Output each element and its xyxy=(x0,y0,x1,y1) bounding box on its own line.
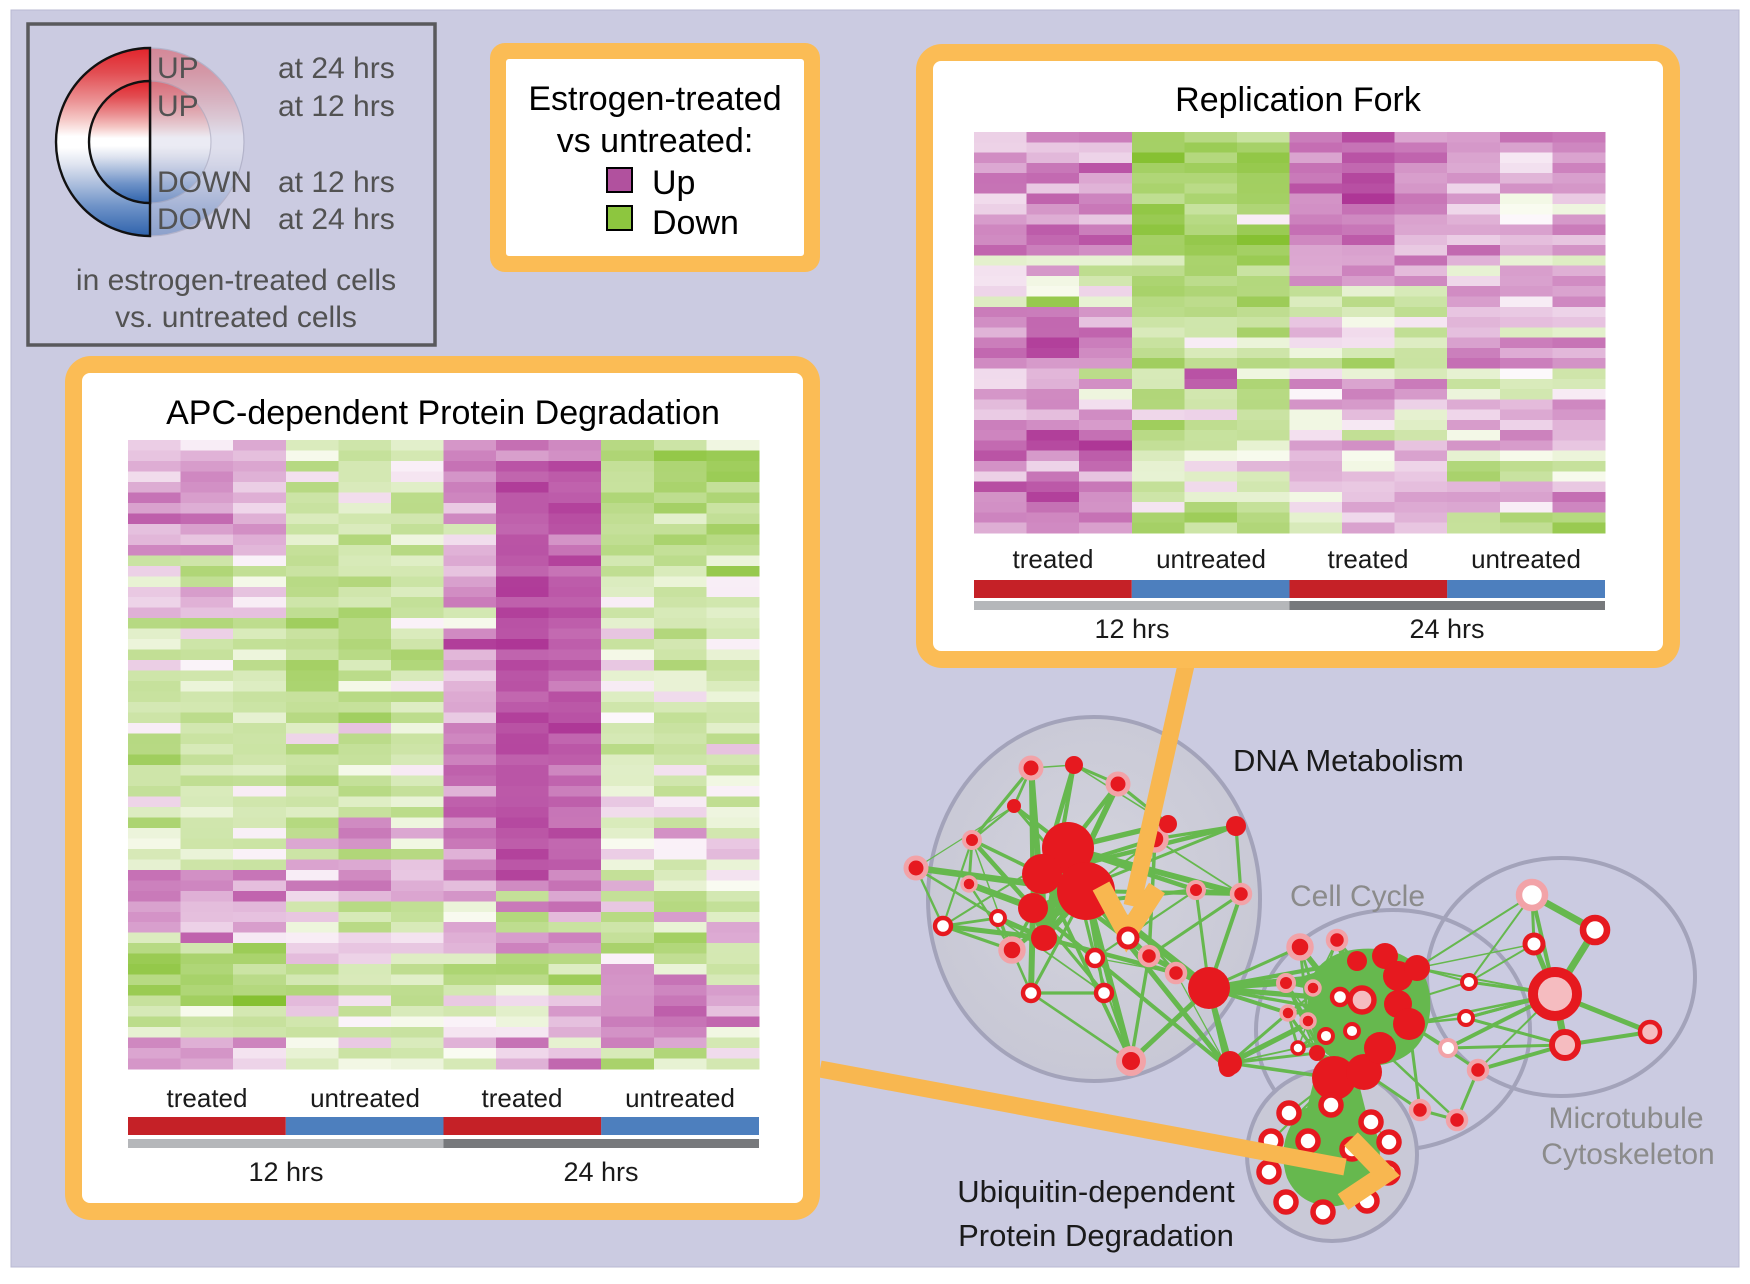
svg-text:Estrogen-treated: Estrogen-treated xyxy=(528,80,781,118)
svg-text:treated: treated xyxy=(1328,544,1409,574)
svg-text:Down: Down xyxy=(652,204,739,242)
svg-text:untreated: untreated xyxy=(625,1083,735,1113)
svg-text:Ubiquitin-dependent: Ubiquitin-dependent xyxy=(957,1174,1235,1209)
svg-text:Replication Fork: Replication Fork xyxy=(1175,81,1422,119)
svg-text:DOWN: DOWN xyxy=(157,203,252,236)
svg-text:treated: treated xyxy=(1013,544,1094,574)
svg-text:vs untreated:: vs untreated: xyxy=(557,122,754,160)
svg-text:12 hrs: 12 hrs xyxy=(1094,614,1169,644)
svg-text:untreated: untreated xyxy=(1471,544,1581,574)
svg-text:APC-dependent Protein Degradat: APC-dependent Protein Degradation xyxy=(166,394,720,432)
svg-text:Up: Up xyxy=(652,164,695,202)
svg-text:at 12 hrs: at 12 hrs xyxy=(278,90,395,123)
svg-text:UP: UP xyxy=(157,90,199,123)
svg-text:Microtubule: Microtubule xyxy=(1548,1102,1703,1135)
svg-text:treated: treated xyxy=(167,1083,248,1113)
svg-text:untreated: untreated xyxy=(1156,544,1266,574)
svg-text:at 24 hrs: at 24 hrs xyxy=(278,203,395,236)
svg-text:UP: UP xyxy=(157,52,199,85)
svg-text:in estrogen-treated cells: in estrogen-treated cells xyxy=(76,264,396,297)
svg-text:12 hrs: 12 hrs xyxy=(248,1157,323,1187)
svg-text:untreated: untreated xyxy=(310,1083,420,1113)
svg-text:treated: treated xyxy=(482,1083,563,1113)
svg-text:24 hrs: 24 hrs xyxy=(563,1157,638,1187)
svg-text:24 hrs: 24 hrs xyxy=(1409,614,1484,644)
svg-text:vs. untreated cells: vs. untreated cells xyxy=(115,301,357,334)
svg-text:Cytoskeleton: Cytoskeleton xyxy=(1541,1138,1714,1171)
svg-text:Cell Cycle: Cell Cycle xyxy=(1290,880,1425,913)
svg-text:at 12 hrs: at 12 hrs xyxy=(278,166,395,199)
svg-text:DNA Metabolism: DNA Metabolism xyxy=(1233,743,1464,778)
svg-text:Protein Degradation: Protein Degradation xyxy=(958,1218,1234,1253)
svg-text:at 24 hrs: at 24 hrs xyxy=(278,52,395,85)
svg-text:DOWN: DOWN xyxy=(157,166,252,199)
